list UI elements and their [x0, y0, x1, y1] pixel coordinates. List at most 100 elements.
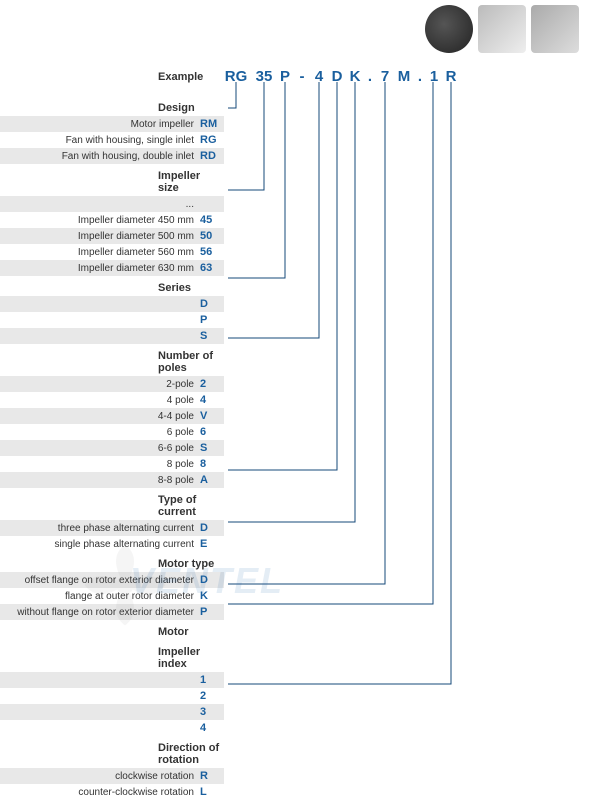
- section-rotation: Direction ofrotationclockwise rotationRc…: [0, 738, 224, 800]
- code-dot1: .: [364, 68, 376, 85]
- spec-row: 8-8 poleA: [0, 472, 224, 488]
- code-rotation: R: [442, 68, 460, 85]
- spec-code: 4: [200, 394, 224, 406]
- spec-code: D: [200, 574, 224, 586]
- spec-row: 6-6 poleS: [0, 440, 224, 456]
- spec-code: A: [200, 474, 224, 486]
- spec-label: 6-6 pole: [0, 443, 200, 454]
- spec-row: ...: [0, 196, 224, 212]
- spec-code: L: [200, 786, 224, 798]
- product-images: [425, 5, 579, 53]
- spec-code: S: [200, 330, 224, 342]
- spec-row: without flange on rotor exterior diamete…: [0, 604, 224, 620]
- spec-label: clockwise rotation: [0, 771, 200, 782]
- section-title: Motor: [0, 622, 220, 640]
- spec-code: K: [200, 590, 224, 602]
- spec-code: RM: [200, 118, 224, 130]
- spec-code: 2: [200, 378, 224, 390]
- spec-code: R: [200, 770, 224, 782]
- section-poles: Number ofpoles2-pole24 pole44-4 poleV6 p…: [0, 346, 224, 488]
- code-poles: 4: [310, 68, 328, 85]
- spec-row: P: [0, 312, 224, 328]
- code-dot2: .: [414, 68, 426, 85]
- spec-label: Fan with housing, double inlet: [0, 151, 200, 162]
- spec-row: clockwise rotationR: [0, 768, 224, 784]
- spec-label: 6 pole: [0, 427, 200, 438]
- spec-code: 3: [200, 706, 224, 718]
- example-label: Example: [0, 71, 220, 83]
- spec-code: P: [200, 314, 224, 326]
- section-title: Motor type: [0, 554, 220, 572]
- spec-code: 50: [200, 230, 224, 242]
- spec-row: 8 pole8: [0, 456, 224, 472]
- spec-row: 3: [0, 704, 224, 720]
- spec-code: D: [200, 298, 224, 310]
- section-series: Series DPS: [0, 278, 224, 344]
- spec-code: V: [200, 410, 224, 422]
- section-motor: Motor: [0, 622, 224, 640]
- code-m: M: [394, 68, 414, 85]
- spec-code: RG: [200, 134, 224, 146]
- spec-row: 6 pole6: [0, 424, 224, 440]
- spec-label: three phase alternating current: [0, 523, 200, 534]
- spec-label: offset flange on rotor exterior diameter: [0, 575, 200, 586]
- spec-row: three phase alternating currentD: [0, 520, 224, 536]
- section-title: Impeller size: [0, 166, 220, 196]
- spec-code: 56: [200, 246, 224, 258]
- spec-row: counter-clockwise rotationL: [0, 784, 224, 800]
- spec-row: D: [0, 296, 224, 312]
- spec-row: single phase alternating currentE: [0, 536, 224, 552]
- example-code: RG 35 P - 4 D K . 7 M . 1 R: [220, 68, 460, 85]
- spec-label: 8-8 pole: [0, 475, 200, 486]
- code-dash: -: [294, 68, 310, 85]
- spec-label: ...: [0, 199, 200, 210]
- spec-label: Impeller diameter 630 mm: [0, 263, 200, 274]
- spec-row: S: [0, 328, 224, 344]
- spec-code: P: [200, 606, 224, 618]
- spec-label: without flange on rotor exterior diamete…: [0, 607, 200, 618]
- spec-row: 4: [0, 720, 224, 736]
- spec-label: Motor impeller: [0, 119, 200, 130]
- spec-code: 4: [200, 722, 224, 734]
- spec-label: counter-clockwise rotation: [0, 787, 200, 798]
- spec-code: RD: [200, 150, 224, 162]
- section-design: Design Motor impellerRM Fan with housing, …: [0, 98, 224, 164]
- spec-row: 4 pole4: [0, 392, 224, 408]
- spec-row: Impeller diameter 630 mm63: [0, 260, 224, 276]
- section-impeller_size: Impeller size... Impeller diameter 450 mm…: [0, 166, 224, 276]
- section-title: Design: [0, 98, 220, 116]
- spec-code: 45: [200, 214, 224, 226]
- spec-row: Fan with housing, double inletRD: [0, 148, 224, 164]
- code-size: 35: [252, 68, 276, 85]
- section-title: Impeller index: [0, 642, 220, 672]
- spec-code: 6: [200, 426, 224, 438]
- section-title: Direction ofrotation: [0, 738, 220, 768]
- spec-row: flange at outer rotor diameterK: [0, 588, 224, 604]
- spec-row: Impeller diameter 500 mm50: [0, 228, 224, 244]
- spec-label: 8 pole: [0, 459, 200, 470]
- spec-code: 63: [200, 262, 224, 274]
- spec-label: Impeller diameter 560 mm: [0, 247, 200, 258]
- spec-row: 1: [0, 672, 224, 688]
- code-current: D: [328, 68, 346, 85]
- spec-code: 8: [200, 458, 224, 470]
- code-impeller-index: 1: [426, 68, 442, 85]
- section-title: Series: [0, 278, 220, 296]
- section-motor_type: Motor type offset flange on rotor exterio…: [0, 554, 224, 620]
- product-image-3: [531, 5, 579, 53]
- spec-code: E: [200, 538, 224, 550]
- section-title: Number ofpoles: [0, 346, 220, 376]
- spec-code: S: [200, 442, 224, 454]
- spec-code: 2: [200, 690, 224, 702]
- spec-row: Impeller diameter 450 mm45: [0, 212, 224, 228]
- spec-label: 2-pole: [0, 379, 200, 390]
- product-image-1: [425, 5, 473, 53]
- section-impeller_index: Impeller index1 2 3 4: [0, 642, 224, 736]
- code-motor: 7: [376, 68, 394, 85]
- code-motor-type: K: [346, 68, 364, 85]
- spec-row: 2-pole2: [0, 376, 224, 392]
- spec-code: D: [200, 522, 224, 534]
- spec-row: Fan with housing, single inletRG: [0, 132, 224, 148]
- product-image-2: [478, 5, 526, 53]
- spec-label: 4 pole: [0, 395, 200, 406]
